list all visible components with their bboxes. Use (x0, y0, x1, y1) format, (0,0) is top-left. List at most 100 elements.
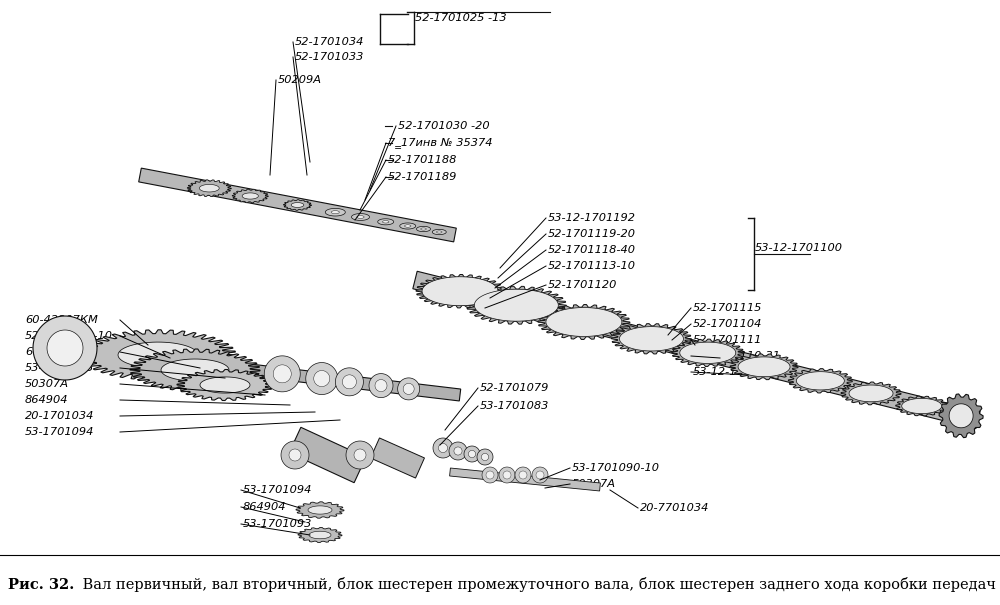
Polygon shape (519, 471, 527, 479)
Polygon shape (474, 289, 558, 321)
Polygon shape (422, 276, 498, 306)
Polygon shape (468, 450, 476, 457)
Polygon shape (80, 330, 236, 380)
Polygon shape (273, 365, 291, 383)
Polygon shape (405, 225, 411, 227)
Polygon shape (375, 379, 387, 391)
Polygon shape (611, 324, 691, 354)
Polygon shape (450, 468, 600, 491)
Polygon shape (383, 221, 389, 223)
Polygon shape (357, 215, 364, 218)
Text: 52-1701189: 52-1701189 (388, 172, 457, 182)
Text: 52-1701110-31: 52-1701110-31 (693, 351, 781, 361)
Text: 52-1701115: 52-1701115 (693, 303, 762, 313)
Polygon shape (378, 219, 394, 225)
Text: 50307А: 50307А (572, 479, 616, 489)
Polygon shape (730, 354, 798, 380)
Polygon shape (369, 374, 393, 397)
Text: 52-1701030 -20: 52-1701030 -20 (398, 121, 490, 131)
Text: 53-1701090-10: 53-1701090-10 (572, 463, 660, 473)
Polygon shape (464, 446, 480, 462)
Polygon shape (896, 396, 948, 416)
Polygon shape (308, 506, 332, 514)
Polygon shape (314, 370, 330, 387)
Polygon shape (232, 189, 268, 203)
Text: 66-11-1701082: 66-11-1701082 (25, 347, 113, 357)
Polygon shape (264, 356, 300, 392)
Polygon shape (738, 357, 790, 377)
Text: 52-1701111: 52-1701111 (693, 335, 762, 345)
Polygon shape (538, 304, 630, 339)
Polygon shape (536, 471, 544, 479)
Polygon shape (503, 471, 511, 479)
Polygon shape (416, 275, 504, 308)
Text: 864904: 864904 (243, 502, 287, 512)
Polygon shape (187, 180, 231, 197)
Polygon shape (342, 375, 356, 389)
Polygon shape (620, 327, 683, 351)
Polygon shape (454, 447, 462, 455)
Polygon shape (546, 307, 622, 336)
Text: 53-12-1701100: 53-12-1701100 (755, 243, 843, 253)
Polygon shape (346, 441, 374, 469)
Polygon shape (130, 349, 260, 391)
Polygon shape (33, 316, 97, 380)
Polygon shape (64, 342, 461, 401)
Polygon shape (352, 214, 370, 220)
Polygon shape (242, 193, 258, 199)
Text: 53-1701094: 53-1701094 (243, 485, 312, 495)
Text: 52-1701050-10: 52-1701050-10 (25, 331, 113, 341)
Text: 864904: 864904 (25, 395, 68, 405)
Polygon shape (486, 471, 494, 479)
Text: 20-1701034: 20-1701034 (25, 411, 94, 421)
Polygon shape (284, 200, 312, 211)
Polygon shape (306, 362, 338, 394)
Text: 53-12-1701192: 53-12-1701192 (548, 213, 636, 223)
Polygon shape (177, 370, 273, 401)
Polygon shape (296, 502, 344, 518)
Polygon shape (403, 384, 414, 394)
Polygon shape (354, 449, 366, 461)
Polygon shape (499, 467, 515, 483)
Polygon shape (796, 371, 844, 390)
Polygon shape (515, 467, 531, 483)
Text: 52-1701188: 52-1701188 (388, 155, 457, 165)
Polygon shape (400, 223, 416, 229)
Polygon shape (788, 368, 852, 393)
Polygon shape (466, 286, 566, 324)
Text: 53-1701094: 53-1701094 (25, 427, 94, 437)
Polygon shape (477, 449, 493, 465)
Polygon shape (672, 339, 744, 367)
Text: 50209A: 50209A (278, 75, 322, 85)
Polygon shape (289, 427, 366, 483)
Polygon shape (298, 528, 342, 543)
Text: 52-1701025 -13: 52-1701025 -13 (415, 13, 507, 23)
Polygon shape (289, 449, 301, 461)
Text: 60-42207КМ: 60-42207КМ (25, 315, 98, 325)
Text: 52-1701079: 52-1701079 (480, 383, 549, 393)
Polygon shape (281, 441, 309, 469)
Polygon shape (433, 438, 453, 458)
Polygon shape (841, 382, 901, 405)
Polygon shape (161, 359, 229, 381)
Polygon shape (849, 385, 893, 402)
Text: 53-1701093: 53-1701093 (25, 363, 94, 373)
Polygon shape (199, 185, 219, 192)
Text: 52-1701120: 52-1701120 (548, 280, 617, 290)
Text: 7‗17инв № 35374: 7‗17инв № 35374 (388, 137, 492, 148)
Polygon shape (325, 208, 345, 216)
Polygon shape (482, 467, 498, 483)
Polygon shape (421, 228, 426, 230)
Text: 52-1701113-10: 52-1701113-10 (548, 261, 636, 271)
Text: 53-1701083: 53-1701083 (480, 401, 549, 411)
Polygon shape (439, 443, 448, 453)
Polygon shape (949, 404, 973, 428)
Polygon shape (309, 531, 331, 539)
Polygon shape (417, 226, 430, 232)
Text: 53-1701093: 53-1701093 (243, 519, 312, 529)
Polygon shape (902, 399, 942, 414)
Polygon shape (939, 394, 983, 437)
Polygon shape (680, 342, 736, 364)
Polygon shape (432, 229, 446, 235)
Polygon shape (200, 377, 250, 393)
